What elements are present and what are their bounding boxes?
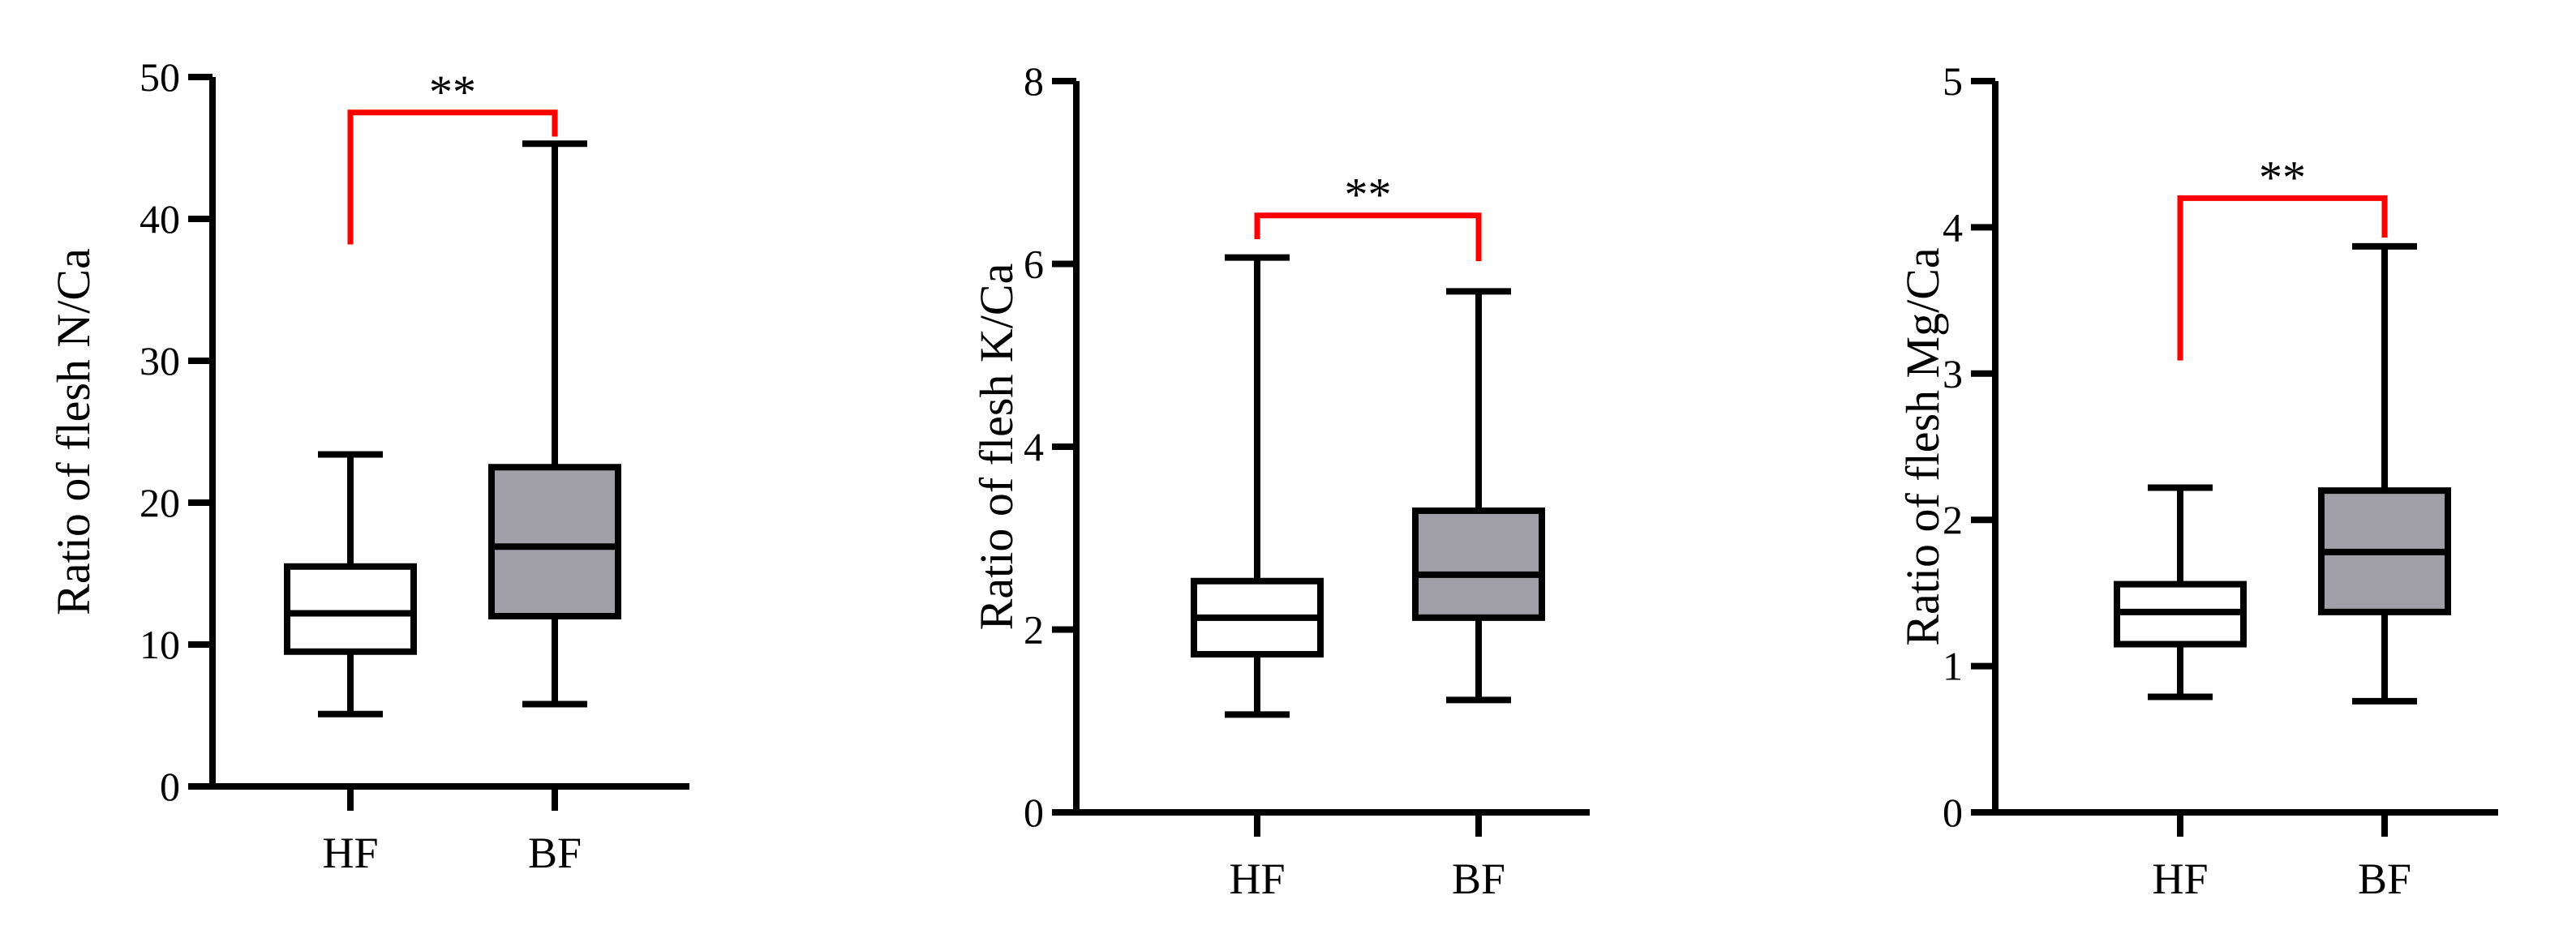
box-bf (488, 140, 621, 708)
y-tick-label: 1 (1943, 644, 1963, 689)
box-hf (2114, 484, 2247, 700)
box-hf (284, 451, 417, 718)
x-tick-label: BF (2358, 855, 2411, 903)
chart-panel-3: 0 1 2 3 4 5 Ratio of flesh Mg/Ca HF BF ** (1896, 58, 2498, 903)
iqr-box (284, 563, 417, 655)
y-axis-label: Ratio of flesh K/Ca (970, 263, 1023, 631)
y-tick-label: 4 (1943, 204, 1963, 250)
y-tick-label: 50 (140, 54, 180, 100)
y-axis-label: Ratio of flesh N/Ca (47, 248, 100, 615)
significance-bracket (2177, 195, 2388, 361)
x-tick-label: BF (528, 829, 582, 877)
x-tick-label: HF (1229, 855, 1285, 903)
box-bf (1412, 288, 1545, 704)
significance-bracket (347, 109, 558, 245)
y-tick-label: 8 (1024, 58, 1044, 104)
box-bf (2318, 242, 2451, 705)
significance-bracket (1254, 212, 1482, 262)
y-tick-label: 0 (1943, 790, 1963, 835)
y-tick-label: 30 (140, 338, 180, 383)
significance-label: ** (429, 66, 476, 118)
iqr-box (488, 464, 621, 619)
y-tick-label: 3 (1943, 351, 1963, 396)
y-axis-label: Ratio of flesh Mg/Ca (1896, 247, 1949, 645)
y-tick-label: 0 (1024, 790, 1044, 835)
y-tick-label: 6 (1024, 242, 1044, 287)
chart-panel-1: 0 10 20 30 40 50 Ratio of flesh N/Ca HF BF ** (47, 54, 689, 877)
y-tick-label: 2 (1024, 607, 1044, 653)
y-tick-label: 0 (160, 764, 180, 809)
significance-label: ** (2259, 151, 2306, 203)
x-tick-label: BF (1452, 855, 1505, 903)
box-hf (1191, 254, 1324, 718)
y-tick-label: 20 (140, 480, 180, 525)
chart-panel-2: 0 2 4 6 8 Ratio of flesh K/Ca HF BF ** (970, 58, 1590, 903)
iqr-box (1412, 507, 1545, 621)
y-tick-label: 2 (1943, 497, 1963, 542)
y-tick-label: 40 (140, 196, 180, 242)
y-tick-label: 4 (1024, 424, 1044, 469)
x-tick-label: HF (2152, 855, 2208, 903)
y-tick-label: 10 (140, 622, 180, 667)
y-tick-label: 5 (1943, 58, 1963, 104)
significance-label: ** (1345, 169, 1392, 221)
x-tick-label: HF (322, 829, 378, 877)
